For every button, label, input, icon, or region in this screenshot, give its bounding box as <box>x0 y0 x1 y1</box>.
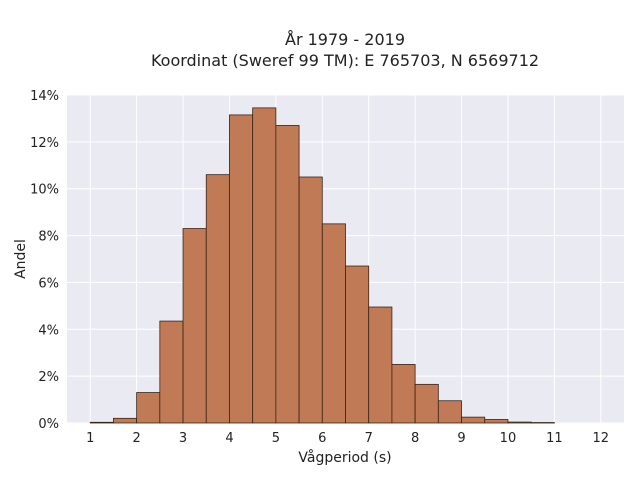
y-tick-label: 8% <box>38 230 59 245</box>
x-tick-label: 10 <box>500 431 517 446</box>
histogram-bar <box>182 228 207 424</box>
x-tick-label: 5 <box>272 431 280 446</box>
histogram-bar <box>368 306 393 424</box>
histogram-bar <box>461 416 486 424</box>
x-axis-label: Vågperiod (s) <box>298 449 391 466</box>
histogram-bar <box>229 114 254 424</box>
histogram-bar <box>89 421 114 424</box>
x-tick-label: 11 <box>546 431 563 446</box>
histogram-bar <box>345 265 370 424</box>
histogram-bar <box>136 392 161 424</box>
y-tick-label: 4% <box>38 323 59 338</box>
x-tick-label: 6 <box>318 431 326 446</box>
tick-labels: 1 2 3 4 5 6 7 8 9 10 11 120%2%4%6%8%10%12%14% <box>30 89 609 446</box>
histogram-bar <box>530 422 555 424</box>
bars <box>89 107 555 424</box>
histogram-bar <box>298 176 323 424</box>
chart-title-line1: År 1979 - 2019 <box>285 30 405 49</box>
x-tick-label: 3 <box>179 431 187 446</box>
x-tick-label: 1 <box>86 431 94 446</box>
histogram-bar <box>252 107 277 424</box>
histogram-bar <box>437 400 462 424</box>
x-tick-label: 2 <box>132 431 140 446</box>
y-tick-label: 14% <box>30 89 59 104</box>
x-tick-label: 9 <box>457 431 465 446</box>
y-tick-label: 0% <box>38 417 59 432</box>
histogram-bar <box>159 320 184 424</box>
histogram-bar <box>205 174 230 424</box>
y-tick-label: 10% <box>30 183 59 198</box>
histogram-bar <box>321 223 346 424</box>
y-tick-label: 12% <box>30 136 59 151</box>
x-tick-label: 7 <box>365 431 373 446</box>
x-tick-label: 12 <box>593 431 610 446</box>
x-tick-label: 8 <box>411 431 419 446</box>
y-axis-label: Andel <box>13 239 29 279</box>
x-tick-label: 4 <box>225 431 233 446</box>
y-tick-label: 6% <box>38 276 59 291</box>
histogram-bar <box>275 125 300 424</box>
histogram-bar <box>414 383 439 424</box>
histogram-bar <box>113 417 138 424</box>
y-tick-label: 2% <box>38 370 59 385</box>
histogram-bar <box>484 419 509 424</box>
histogram-bar <box>391 364 416 424</box>
chart-title-line2: Koordinat (Sweref 99 TM): E 765703, N 65… <box>151 51 539 70</box>
histogram-bar <box>507 421 532 424</box>
